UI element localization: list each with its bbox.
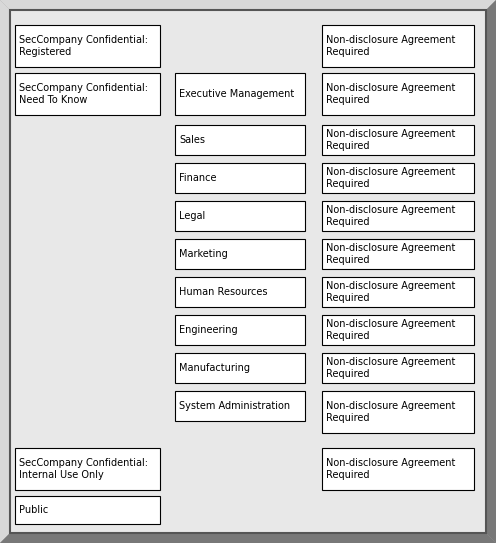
Text: System Administration: System Administration bbox=[179, 401, 290, 411]
Text: Non-disclosure Agreement
Required: Non-disclosure Agreement Required bbox=[326, 35, 455, 57]
Bar bbox=[322, 73, 474, 115]
Text: Finance: Finance bbox=[179, 173, 216, 183]
Text: Non-disclosure Agreement
Required: Non-disclosure Agreement Required bbox=[326, 83, 455, 105]
Bar bbox=[322, 353, 474, 383]
Text: Manufacturing: Manufacturing bbox=[179, 363, 250, 373]
Bar bbox=[175, 125, 305, 155]
Text: SecCompany Confidential:
Registered: SecCompany Confidential: Registered bbox=[19, 35, 148, 57]
Text: Sales: Sales bbox=[179, 135, 205, 145]
Text: Non-disclosure Agreement
Required: Non-disclosure Agreement Required bbox=[326, 401, 455, 423]
Text: Public: Public bbox=[19, 505, 48, 515]
Bar bbox=[15, 496, 160, 524]
Bar bbox=[175, 353, 305, 383]
Bar bbox=[15, 25, 160, 67]
Bar bbox=[175, 391, 305, 421]
Bar bbox=[175, 239, 305, 269]
Bar bbox=[322, 163, 474, 193]
Bar bbox=[15, 448, 160, 490]
Text: Non-disclosure Agreement
Required: Non-disclosure Agreement Required bbox=[326, 167, 455, 189]
Text: Executive Management: Executive Management bbox=[179, 89, 294, 99]
Text: Engineering: Engineering bbox=[179, 325, 238, 335]
Bar bbox=[175, 315, 305, 345]
Bar bbox=[322, 125, 474, 155]
Bar bbox=[15, 73, 160, 115]
Bar bbox=[322, 315, 474, 345]
Bar bbox=[322, 239, 474, 269]
Text: Legal: Legal bbox=[179, 211, 205, 221]
Polygon shape bbox=[0, 0, 496, 10]
Text: Non-disclosure Agreement
Required: Non-disclosure Agreement Required bbox=[326, 458, 455, 480]
Bar bbox=[322, 25, 474, 67]
Text: Non-disclosure Agreement
Required: Non-disclosure Agreement Required bbox=[326, 319, 455, 341]
Text: Marketing: Marketing bbox=[179, 249, 228, 259]
Text: Non-disclosure Agreement
Required: Non-disclosure Agreement Required bbox=[326, 357, 455, 379]
Text: Non-disclosure Agreement
Required: Non-disclosure Agreement Required bbox=[326, 129, 455, 151]
Text: SecCompany Confidential:
Need To Know: SecCompany Confidential: Need To Know bbox=[19, 83, 148, 105]
Bar bbox=[322, 448, 474, 490]
Bar bbox=[175, 201, 305, 231]
Text: SecCompany Confidential:
Internal Use Only: SecCompany Confidential: Internal Use On… bbox=[19, 458, 148, 480]
Bar bbox=[322, 277, 474, 307]
Text: Non-disclosure Agreement
Required: Non-disclosure Agreement Required bbox=[326, 281, 455, 303]
Text: Human Resources: Human Resources bbox=[179, 287, 267, 297]
Polygon shape bbox=[486, 0, 496, 543]
Text: Non-disclosure Agreement
Required: Non-disclosure Agreement Required bbox=[326, 205, 455, 227]
Bar bbox=[175, 163, 305, 193]
Text: Non-disclosure Agreement
Required: Non-disclosure Agreement Required bbox=[326, 243, 455, 265]
Polygon shape bbox=[0, 0, 10, 543]
Bar bbox=[322, 391, 474, 433]
Bar bbox=[322, 201, 474, 231]
Bar bbox=[175, 73, 305, 115]
Bar bbox=[175, 277, 305, 307]
Polygon shape bbox=[0, 533, 496, 543]
